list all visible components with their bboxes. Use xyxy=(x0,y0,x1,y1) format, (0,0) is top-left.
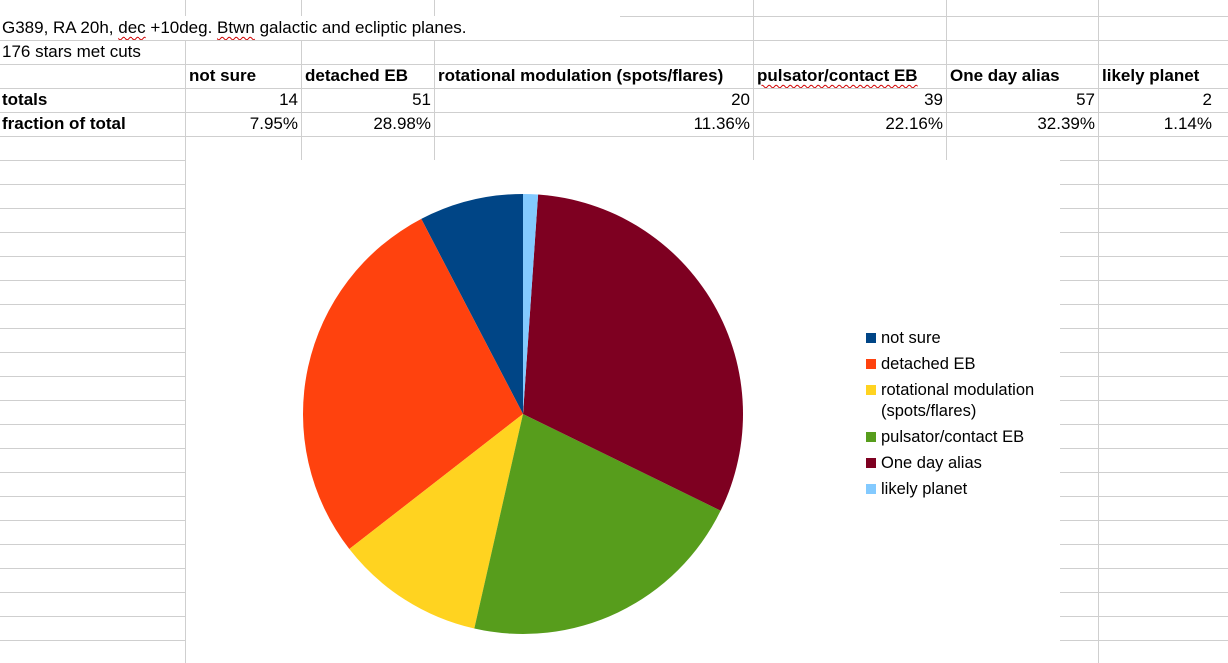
cell-total-detached-eb[interactable]: 51 xyxy=(412,90,431,109)
legend-label: likely planet xyxy=(881,480,968,498)
cell-fraction-one-day-alias[interactable]: 32.39% xyxy=(1037,114,1095,133)
header-one-day-alias[interactable]: One day alias xyxy=(950,66,1060,85)
grid-line xyxy=(0,64,1228,65)
pie-slice-not-sure[interactable] xyxy=(421,194,523,414)
pie-slice-detached-eb[interactable] xyxy=(302,218,523,550)
note-text-dec: dec xyxy=(118,18,146,37)
legend-item: likely planet xyxy=(864,479,1064,500)
grid-line xyxy=(0,40,1228,41)
legend-label: rotational modulation (spots/flares) xyxy=(881,381,1035,420)
legend-swatch xyxy=(866,484,876,494)
grid-line xyxy=(0,88,1228,89)
note-text-prefix: G389, RA 20h, xyxy=(2,18,119,37)
cell-total-pulsator-contact-eb[interactable]: 39 xyxy=(924,90,943,109)
grid-line xyxy=(0,136,1228,137)
pie-chart-object[interactable]: not sure detached EB rotational modulation… xyxy=(186,160,1060,663)
header-detached-eb[interactable]: detached EB xyxy=(305,66,408,85)
legend-item: rotational modulation (spots/flares) xyxy=(864,380,1064,422)
cell-fraction-pulsator-contact-eb[interactable]: 22.16% xyxy=(885,114,943,133)
cell-note-2[interactable]: 176 stars met cuts xyxy=(0,40,185,64)
pie-slice-rotational-modulation-spots-flares[interactable] xyxy=(349,414,523,629)
chart-legend: not sure detached EB rotational modulation… xyxy=(864,328,1064,505)
grid-line xyxy=(1098,0,1099,663)
legend-label: pulsator/contact EB xyxy=(881,428,1025,446)
cell-total-not-sure[interactable]: 14 xyxy=(279,90,298,109)
legend-item: detached EB xyxy=(864,354,1064,375)
legend-item: not sure xyxy=(864,328,1064,349)
legend-item: pulsator/contact EB xyxy=(864,427,1064,448)
cell-fraction-rotational-modulation[interactable]: 11.36% xyxy=(693,114,750,133)
pie-slice-one-day-alias[interactable] xyxy=(523,194,743,511)
legend-label: One day alias xyxy=(881,454,982,472)
header-pulsator-contact-eb[interactable]: pulsator/contact EB xyxy=(754,64,946,88)
cell-note-1[interactable]: G389, RA 20h, dec +10deg. Btwn galactic … xyxy=(0,16,620,40)
grid-line xyxy=(0,112,1228,113)
header-likely-planet[interactable]: likely planet xyxy=(1102,66,1200,85)
note-text-suffix: galactic and ecliptic planes. xyxy=(254,18,467,37)
cell-total-one-day-alias[interactable]: 57 xyxy=(1076,90,1095,109)
cell-total-rotational-modulation[interactable]: 20 xyxy=(731,90,750,109)
legend-swatch xyxy=(866,385,876,395)
legend-swatch xyxy=(866,432,876,442)
legend-swatch xyxy=(866,359,876,369)
legend-item: One day alias xyxy=(864,453,1064,474)
pie-chart xyxy=(302,194,743,634)
legend-swatch xyxy=(866,458,876,468)
pie-slice-pulsator-contact-eb[interactable] xyxy=(474,414,721,634)
legend-label: detached EB xyxy=(881,355,976,373)
note-2-text: 176 stars met cuts xyxy=(2,42,141,61)
row-label-fraction[interactable]: fraction of total xyxy=(2,114,126,133)
legend-label: not sure xyxy=(881,329,941,347)
grid-line xyxy=(185,0,186,663)
cell-fraction-likely-planet[interactable]: 1.14% xyxy=(1163,114,1212,133)
header-pulsator-contact-eb-text: pulsator/contact EB xyxy=(757,66,918,85)
note-text-mid: +10deg. xyxy=(145,18,218,37)
row-label-totals[interactable]: totals xyxy=(2,90,48,109)
cell-fraction-not-sure[interactable]: 7.95% xyxy=(249,114,298,133)
legend-swatch xyxy=(866,333,876,343)
note-text-btwn: Btwn xyxy=(217,18,255,37)
cell-total-likely-planet[interactable]: 2 xyxy=(1202,90,1212,109)
pie-slice-likely-planet[interactable] xyxy=(523,194,539,414)
cell-fraction-detached-eb[interactable]: 28.98% xyxy=(373,114,431,133)
header-rotational-modulation[interactable]: rotational modulation (spots/flares) xyxy=(438,66,724,85)
header-not-sure[interactable]: not sure xyxy=(189,66,257,85)
